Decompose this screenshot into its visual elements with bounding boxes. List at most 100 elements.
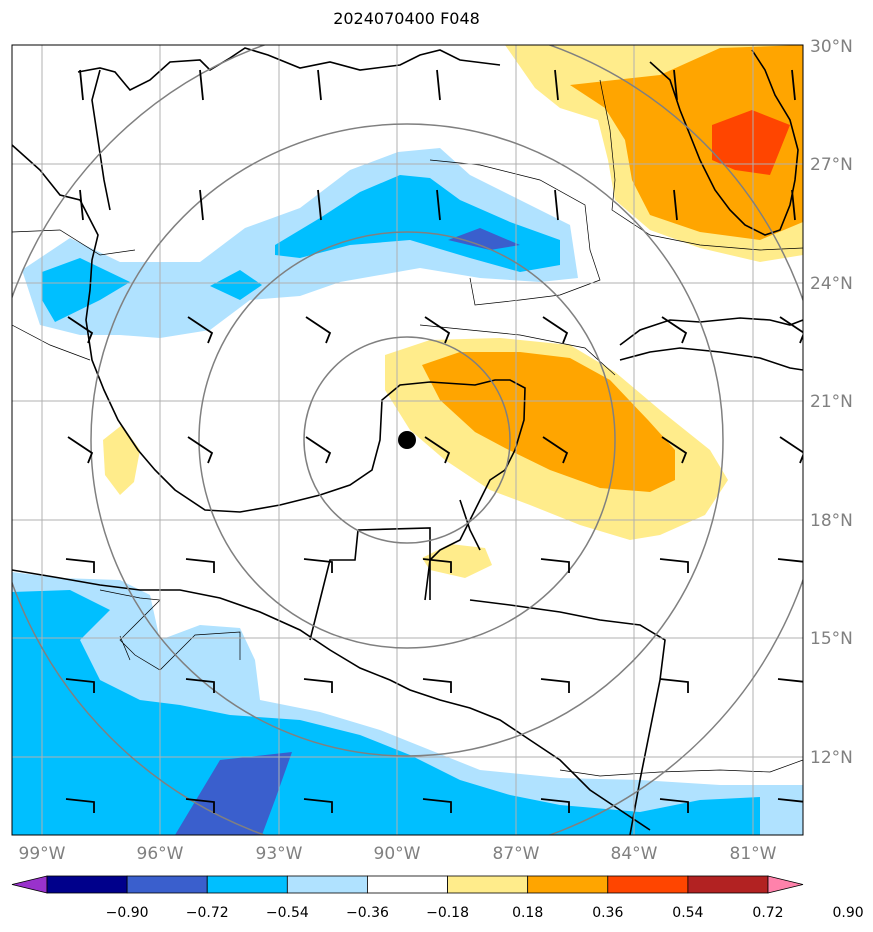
wind-barb [554,189,559,221]
colorbar-swatch [527,875,609,894]
wind-barb [422,678,452,693]
range-ring-3 [90,123,724,757]
wind-barb [422,558,452,573]
lat-label: 24°N [810,274,853,294]
colorbar-label: 0.90 [833,905,864,921]
gulf-coast-north [12,144,526,600]
colorbar-swatch [11,875,48,894]
pacific-dark-blue [175,752,292,835]
wind-barb [661,316,688,344]
wind-barb [659,558,689,573]
range-rings [12,45,803,835]
wind-barb [791,189,796,221]
wind-barb [303,798,333,813]
wind-barb [791,69,796,101]
gulf-blue-band [42,258,130,322]
lon-label: 84°W [611,844,658,864]
lon-label: 99°W [19,844,66,864]
wind-barb [424,316,451,344]
wind-barb [659,678,689,693]
guatemala-border [309,527,431,641]
lat-label: 12°N [810,748,853,768]
caribbean-coast [469,599,666,835]
colorbar-swatch [206,875,288,894]
wind-barb [554,69,559,101]
colorbar-swatch [607,875,689,894]
wind-barb [661,436,688,464]
wind-barb [673,69,678,101]
wind-barb [542,316,569,344]
colorbar-label: 0.54 [672,905,703,921]
gulf-blue-band-2 [210,270,262,300]
colorbar-label: −0.18 [426,905,469,921]
map-panel[interactable] [0,20,827,860]
wind-barb [303,678,333,693]
wind-barb [422,798,452,813]
wind-barb [659,798,689,813]
honduras-yellow-spot [422,544,492,578]
lat-labels: 30°N 27°N 24°N 21°N 18°N 15°N 12°N [810,37,853,768]
colorbar-swatch [767,875,804,894]
wind-barb [67,316,94,344]
colorbar-label: −0.72 [186,905,229,921]
wind-barb [79,69,84,101]
wind-barb [436,189,441,221]
colorbar-label: −0.90 [106,905,149,921]
yucatan-orange [422,352,675,492]
wind-barb [436,69,441,101]
wind-barbs [65,69,803,813]
wind-barb [199,189,204,221]
lon-label: 96°W [137,844,184,864]
thin-contours [12,79,803,777]
map-title: 2024070400 F048 [333,9,480,28]
wind-barb [65,798,95,813]
lon-label: 81°W [730,844,777,864]
lon-label: 93°W [256,844,303,864]
lat-label: 27°N [810,155,853,175]
range-ring-1 [303,336,511,544]
wind-barb [65,678,95,693]
wind-barb [187,316,214,344]
cuba-coast [619,317,803,371]
colorbar-swatch [687,875,769,894]
lon-label: 90°W [374,844,421,864]
gridlines [12,45,803,835]
wind-barb [673,189,678,221]
wind-barb [317,69,322,101]
wind-barb [779,436,803,464]
wind-barb [540,678,570,693]
colorbar-swatch [286,875,368,894]
wind-barb [542,436,569,464]
wind-barb [317,189,322,221]
wind-barb [777,558,803,563]
lon-labels: 99°W 96°W 93°W 90°W 87°W 84°W 81°W [19,844,777,864]
map-frame [11,44,804,836]
wind-barb [185,798,215,813]
wind-barb [779,316,803,344]
coastlines [12,47,803,835]
wind-barb [777,798,803,803]
lat-label: 30°N [810,37,853,57]
center-marker [398,431,416,449]
lat-label: 15°N [810,629,853,649]
colorbar-swatch [367,875,448,894]
colorbar-label: 0.72 [752,905,783,921]
lat-label: 18°N [810,511,853,531]
wind-barb [79,189,84,221]
colorbar: −0.90 −0.72 −0.54 −0.36 −0.18 0.18 0.36 0.54 0.7… [11,875,864,921]
wind-barb [777,678,803,683]
lat-label: 21°N [810,392,853,412]
florida-red [712,110,790,175]
wind-barb [199,69,204,101]
wind-barb [305,316,332,344]
wind-barb [65,558,95,573]
wind-barb [67,436,94,464]
colorbar-swatch [447,875,529,894]
lon-label: 87°W [493,844,540,864]
wind-barb [185,678,215,693]
gulf-yellow-spot [103,425,140,495]
colorbar-swatch [126,875,208,894]
wind-barb [303,558,333,573]
gulf-dark-blue-spot [448,228,520,250]
